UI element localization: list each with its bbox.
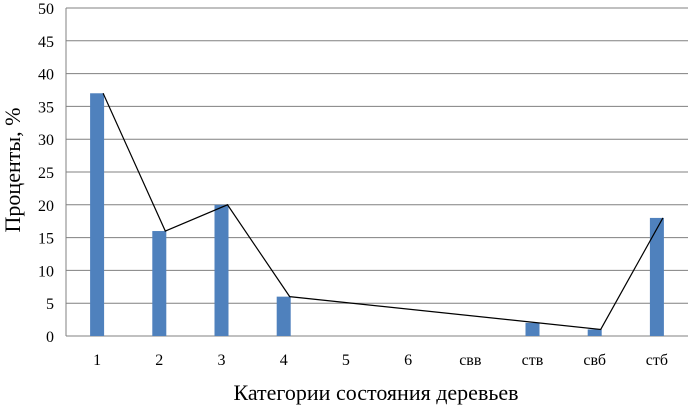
y-tick-label: 40 <box>38 67 54 84</box>
x-tick-label: 5 <box>342 352 350 369</box>
y-tick-label: 35 <box>38 99 54 116</box>
x-tick-label: 4 <box>280 352 288 369</box>
overlay-line-layer <box>102 93 664 331</box>
gridlines <box>65 7 688 337</box>
y-tick-label: 50 <box>38 1 54 18</box>
y-axis-title: Проценты, % <box>0 108 25 233</box>
bar-4 <box>276 296 291 336</box>
overlay-line <box>102 93 664 331</box>
bar-ств <box>525 322 540 336</box>
y-tick-label: 25 <box>38 165 54 182</box>
x-tick-labels: 1 2 3 4 5 6 свв ств свб стб <box>93 352 668 369</box>
bar-2 <box>152 231 167 336</box>
y-tick-label: 30 <box>38 132 54 149</box>
y-tick-label: 15 <box>38 231 54 248</box>
x-tick-label: 2 <box>155 352 163 369</box>
y-tick-label: 0 <box>46 329 54 346</box>
x-tick-label: ств <box>522 352 544 369</box>
x-tick-label: 6 <box>404 352 412 369</box>
bar-свб <box>587 329 602 336</box>
x-tick-label: 3 <box>218 352 226 369</box>
y-tick-label: 5 <box>46 296 54 313</box>
y-tick-labels: 0 5 10 15 20 25 30 35 40 45 50 <box>38 1 54 346</box>
y-tick-label: 10 <box>38 263 54 280</box>
bar-3 <box>214 204 229 336</box>
bar-стб <box>649 217 664 336</box>
y-tick-label: 20 <box>38 198 54 215</box>
x-tick-label: стб <box>646 352 668 369</box>
bar-1 <box>90 93 105 336</box>
bars <box>90 93 664 336</box>
x-tick-label: свв <box>459 352 482 369</box>
x-tick-label: свб <box>583 352 606 369</box>
x-tick-label: 1 <box>93 352 101 369</box>
x-axis-title: Категории состояния деревьев <box>233 380 518 405</box>
y-tick-label: 45 <box>38 34 54 51</box>
